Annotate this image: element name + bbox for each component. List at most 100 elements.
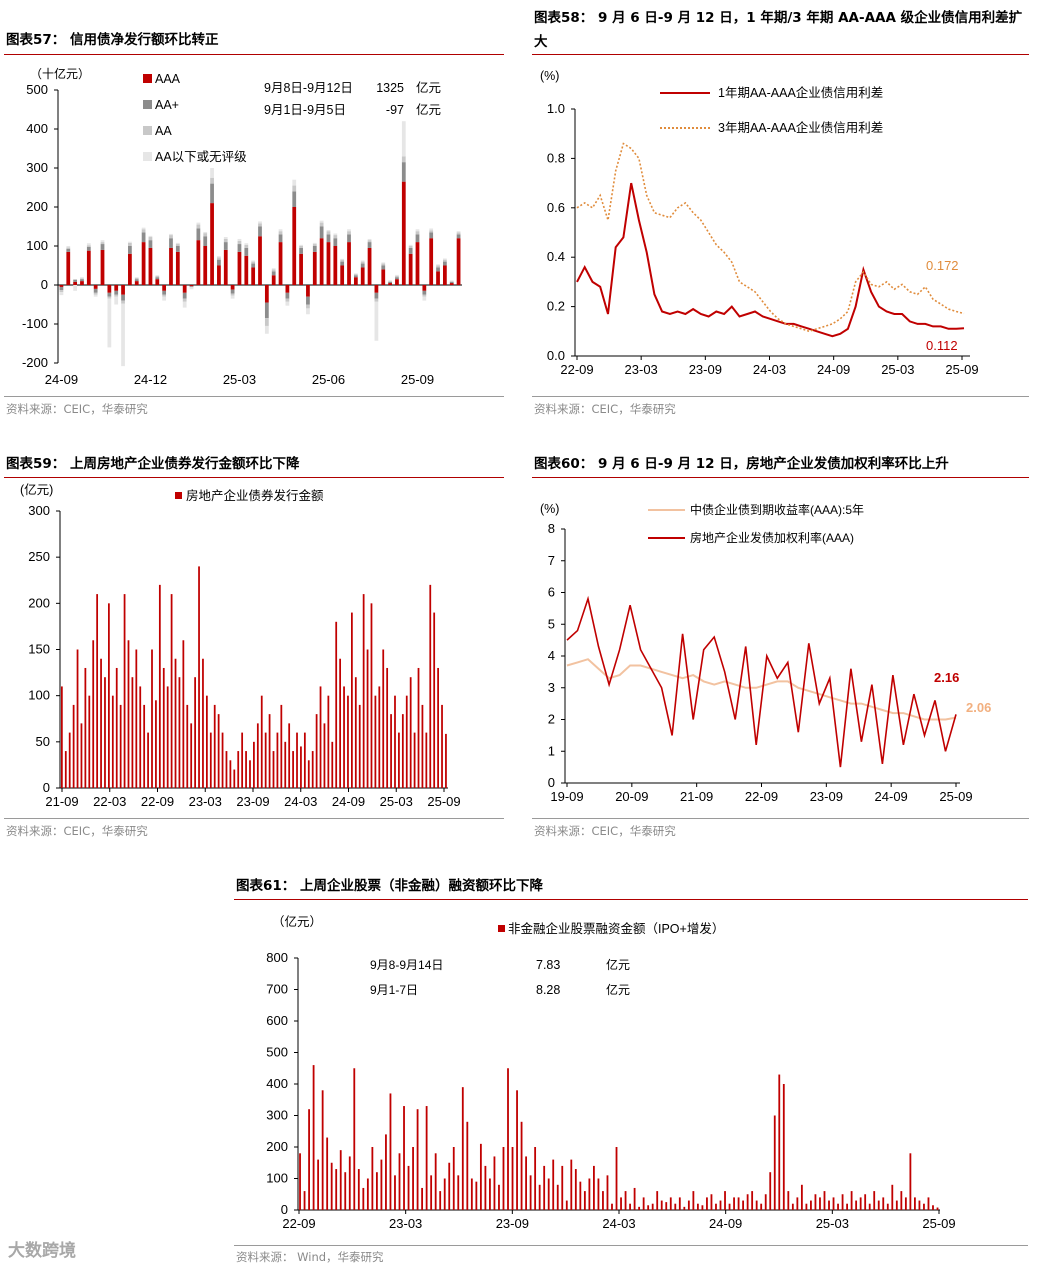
bar: [64, 751, 67, 788]
bar-segment: [217, 257, 221, 260]
y-tick-label: 8: [548, 521, 555, 536]
bar-segment: [217, 265, 221, 285]
bar: [936, 1207, 939, 1210]
bar: [288, 723, 291, 788]
bar: [382, 649, 385, 788]
bar: [457, 1175, 460, 1210]
bar: [733, 1197, 735, 1210]
y-tick-label: -100: [22, 316, 48, 331]
bar: [534, 1147, 537, 1210]
bar: [484, 1165, 487, 1210]
bar-segment: [93, 285, 98, 289]
bar: [280, 704, 283, 788]
y-tick-label: -200: [22, 355, 48, 370]
bar-segment: [230, 285, 235, 290]
bar-segment: [244, 247, 249, 256]
x-tick-label: 24-09: [332, 794, 365, 809]
bar-segment: [175, 246, 180, 252]
y-tick-label: 0.6: [547, 200, 565, 215]
bar: [868, 1203, 871, 1210]
bar: [186, 704, 189, 788]
bar-segment: [73, 281, 78, 285]
bar: [606, 1175, 609, 1210]
bar-segment: [251, 261, 256, 264]
bar: [198, 566, 200, 788]
bar: [751, 1191, 754, 1210]
bar: [498, 1184, 500, 1210]
bar-segment: [121, 294, 125, 301]
bar-segment: [436, 271, 440, 285]
bar: [233, 769, 236, 788]
panel-61: 图表61： 上周企业股票（非金融）融资额环比下降 800 700 600 500 400…: [230, 870, 1030, 1268]
bar-segment: [93, 294, 98, 297]
bar: [421, 1187, 424, 1210]
bar-segment: [449, 280, 454, 282]
bar-segment: [415, 234, 420, 243]
x-tick-label: 25-03: [881, 362, 914, 377]
bar: [366, 649, 369, 788]
bar-segment: [59, 290, 64, 293]
end-value-label: 0.112: [926, 338, 958, 353]
bar: [470, 1178, 473, 1210]
bar: [115, 667, 118, 788]
x-tick-label: 21-09: [45, 794, 78, 809]
bar-segment: [360, 263, 365, 268]
bar: [299, 1153, 301, 1210]
bar: [932, 1205, 934, 1210]
bar: [441, 704, 443, 788]
bar: [882, 1197, 885, 1210]
bar-segment: [175, 251, 180, 285]
bar: [466, 1121, 469, 1210]
bar: [127, 640, 130, 788]
bar: [837, 1203, 839, 1210]
bar-segment: [237, 238, 242, 241]
bar-segment: [114, 290, 119, 295]
bar: [319, 686, 322, 788]
x-tick-label: 23-09: [236, 794, 269, 809]
bar: [398, 732, 400, 788]
bar-segment: [169, 235, 173, 239]
bar-segment: [285, 301, 290, 306]
bar-segment: [175, 242, 180, 245]
bar-segment: [381, 262, 386, 264]
bar: [433, 612, 436, 788]
bar-segment: [210, 168, 214, 178]
bar-segment: [128, 253, 132, 285]
title-rule: [4, 54, 504, 55]
bar: [828, 1200, 830, 1210]
bar-segment: [223, 237, 228, 239]
property-bond-rate-chart: 8 7 6 5 4 3 2 1 0 (%) 19-09 20-09 21-09 22-09 23-09 24-…: [540, 502, 991, 804]
annotation-unit: 亿元: [416, 102, 441, 117]
bar-segment: [422, 296, 427, 301]
bar: [629, 1203, 631, 1210]
bar: [276, 732, 279, 788]
bar-segment: [203, 246, 208, 285]
bar: [170, 594, 173, 788]
y-tick-label: 200: [26, 199, 48, 214]
bar-segment: [456, 231, 461, 233]
y-tick-label: 0: [548, 775, 555, 790]
bar-segment: [237, 240, 242, 245]
bar: [475, 1181, 478, 1210]
bar-segment: [223, 238, 228, 243]
bar-segment: [100, 242, 105, 245]
bar: [696, 1203, 699, 1210]
bar-segment: [367, 242, 372, 248]
legend-label: AA+: [155, 98, 179, 112]
series-line: [566, 595, 957, 768]
bar: [782, 1084, 785, 1210]
bar-segment: [374, 285, 379, 293]
bar: [787, 1191, 790, 1210]
bar-segment: [442, 261, 447, 266]
bar: [660, 1200, 663, 1210]
bar-segment: [162, 285, 167, 291]
bar-segment: [285, 298, 290, 302]
bar-segment: [429, 238, 434, 285]
bar-segment: [169, 233, 173, 236]
bar: [602, 1191, 604, 1210]
bar: [303, 1191, 306, 1210]
bar-segment: [155, 276, 160, 278]
bar: [394, 695, 396, 788]
bar: [412, 1147, 414, 1210]
bar: [366, 1178, 369, 1210]
